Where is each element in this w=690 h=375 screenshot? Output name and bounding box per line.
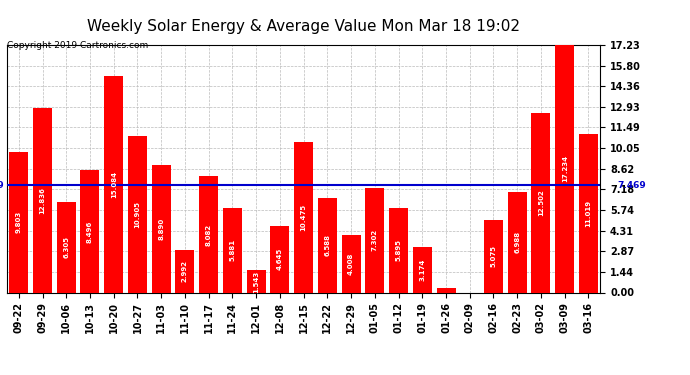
Bar	[294, 142, 313, 292]
Text: 2.992: 2.992	[182, 260, 188, 282]
Text: 11.019: 11.019	[585, 200, 591, 227]
Text: Weekly Solar Energy & Average Value Mon Mar 18 19:02: Weekly Solar Energy & Average Value Mon …	[87, 19, 520, 34]
Text: 10.475: 10.475	[301, 204, 306, 231]
Bar	[128, 136, 147, 292]
Bar	[579, 134, 598, 292]
Text: 8.890: 8.890	[158, 217, 164, 240]
Text: 8.082: 8.082	[206, 224, 212, 246]
Bar	[175, 249, 195, 292]
Bar	[389, 208, 408, 292]
Text: 7.469: 7.469	[617, 181, 646, 190]
Text: 4.645: 4.645	[277, 248, 283, 270]
Bar	[365, 188, 384, 292]
Text: 6.988: 6.988	[514, 231, 520, 254]
Bar	[104, 76, 124, 292]
Text: 12.836: 12.836	[39, 187, 46, 214]
Text: 4.008: 4.008	[348, 252, 354, 275]
Bar	[555, 45, 574, 292]
Bar	[270, 226, 289, 292]
Text: 6.305: 6.305	[63, 236, 69, 258]
Bar	[484, 220, 503, 292]
Text: 9.803: 9.803	[16, 211, 22, 233]
Bar	[33, 108, 52, 292]
Bar	[199, 176, 218, 292]
Text: 5.881: 5.881	[229, 239, 235, 261]
Text: 3.174: 3.174	[420, 258, 425, 281]
Text: 8.496: 8.496	[87, 220, 93, 243]
Text: 1.543: 1.543	[253, 270, 259, 292]
Bar	[152, 165, 170, 292]
Text: 5.075: 5.075	[491, 245, 497, 267]
Text: 17.234: 17.234	[562, 155, 568, 182]
Text: 12.502: 12.502	[538, 189, 544, 216]
Bar	[318, 198, 337, 292]
Bar	[437, 288, 455, 292]
Bar	[9, 152, 28, 292]
Bar	[342, 235, 361, 292]
Text: Copyright 2019 Cartronics.com: Copyright 2019 Cartronics.com	[7, 41, 148, 50]
Bar	[57, 202, 76, 292]
Text: 5.895: 5.895	[395, 239, 402, 261]
Bar	[246, 270, 266, 292]
Text: 15.084: 15.084	[110, 171, 117, 198]
Bar	[531, 113, 551, 292]
Bar	[223, 208, 242, 292]
Text: 10.905: 10.905	[135, 201, 141, 228]
Text: 7.302: 7.302	[372, 229, 378, 251]
Bar	[508, 192, 526, 292]
Text: 7.469: 7.469	[0, 181, 5, 190]
Text: 6.588: 6.588	[324, 234, 331, 256]
Bar	[81, 171, 99, 292]
Bar	[413, 247, 432, 292]
